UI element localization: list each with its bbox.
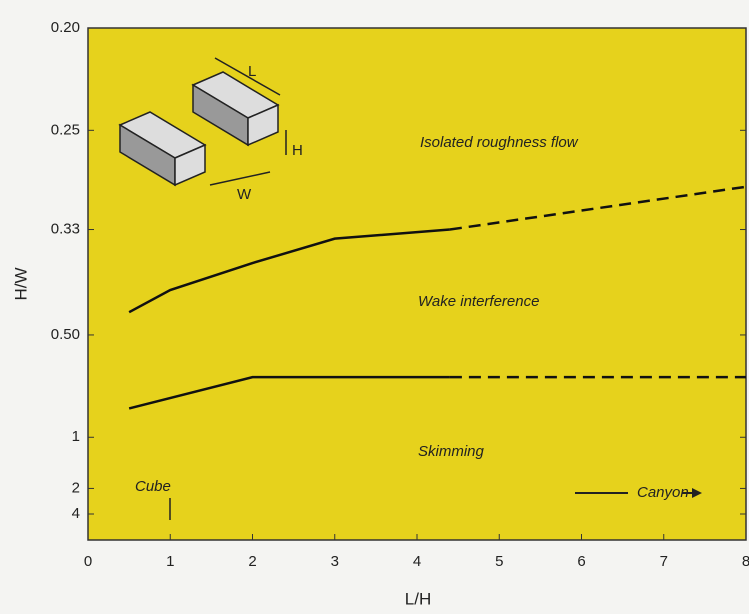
x-tick-label: 7 (660, 553, 668, 570)
x-tick-label: 3 (331, 553, 339, 570)
annotation: Wake interference (418, 293, 539, 310)
x-tick-label: 8 (742, 553, 749, 570)
y-tick-label: 0.50 (51, 326, 80, 343)
annotation: Isolated roughness flow (420, 134, 579, 151)
y-tick-label: 0.25 (51, 121, 80, 138)
diagram-label: H (292, 142, 303, 159)
diagram-label: W (237, 186, 252, 203)
annotation: Canyon (637, 484, 689, 501)
x-tick-label: 1 (166, 553, 174, 570)
annotation: Cube (135, 478, 171, 495)
y-axis-label: H/W (11, 267, 30, 300)
y-tick-label: 4 (72, 505, 80, 522)
y-tick-label: 1 (72, 428, 80, 445)
x-tick-label: 6 (577, 553, 585, 570)
y-tick-label: 0.20 (51, 19, 80, 36)
diagram-label: L (248, 63, 256, 80)
y-tick-label: 2 (72, 479, 80, 496)
chart: L H W L/H H/W 0 1 2 3 4 5 6 7 8 0.20 0.25 0.33 0.50 1… (0, 0, 749, 614)
x-axis-label: L/H (405, 589, 431, 608)
page: {"chart_data": { "type": "line", "x_labe… (0, 0, 749, 614)
x-tick-label: 0 (84, 553, 92, 570)
x-tick-label: 5 (495, 553, 503, 570)
x-tick-label: 2 (248, 553, 256, 570)
x-tick-label: 4 (413, 553, 421, 570)
annotation: Skimming (418, 443, 485, 460)
y-tick-label: 0.33 (51, 220, 80, 237)
